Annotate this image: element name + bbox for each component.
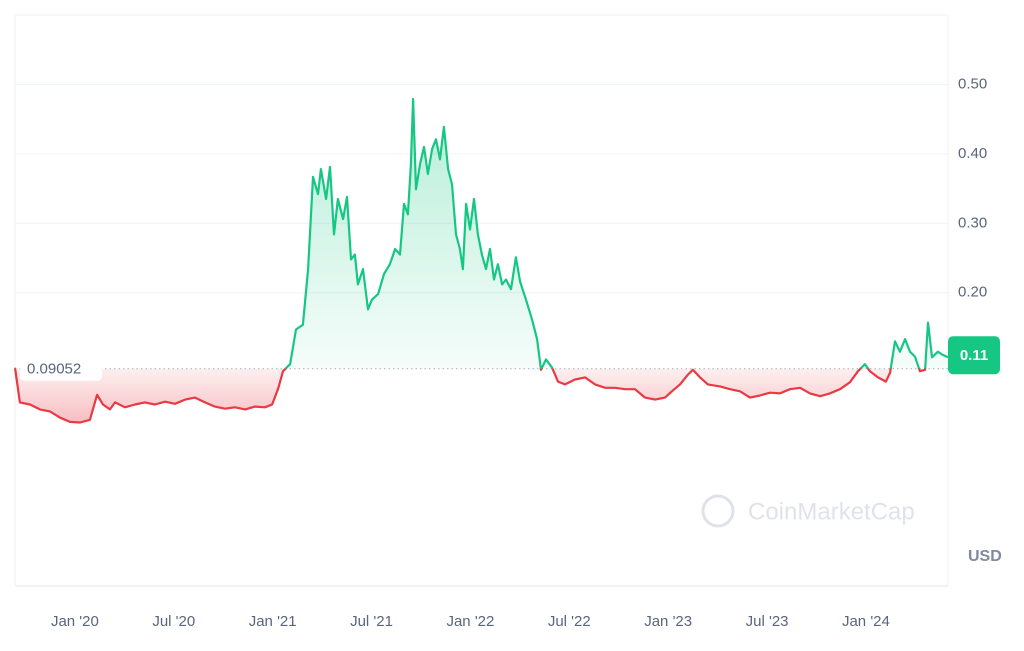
y-tick-label: 0.50 xyxy=(958,75,987,92)
y-tick-label: 0.40 xyxy=(958,145,987,162)
x-tick-label: Jul '22 xyxy=(548,613,591,630)
current-price-label: 0.11 xyxy=(960,347,988,364)
currency-label: USD xyxy=(968,548,1002,565)
y-tick-label: 0.30 xyxy=(958,214,987,231)
y-tick-label: 0.20 xyxy=(958,284,987,301)
x-tick-label: Jul '20 xyxy=(152,613,195,630)
watermark-logo xyxy=(701,494,735,528)
baseline-label-box xyxy=(20,354,102,381)
price-line xyxy=(13,97,949,424)
x-tick-label: Jan '20 xyxy=(51,613,99,630)
current-price-tag xyxy=(948,336,1000,375)
x-tick-label: Jan '22 xyxy=(446,613,494,630)
area-fill xyxy=(15,99,948,423)
x-tick-label: Jan '23 xyxy=(644,613,692,630)
x-tick-label: Jan '21 xyxy=(249,613,297,630)
x-tick-label: Jul '23 xyxy=(746,613,789,630)
x-tick-label: Jan '24 xyxy=(842,613,890,630)
x-tick-label: Jul '21 xyxy=(350,613,393,630)
watermark: CoinMarketCap xyxy=(701,494,915,528)
baseline-label: 0.09052 xyxy=(27,361,81,378)
watermark-text: CoinMarketCap xyxy=(748,498,915,525)
